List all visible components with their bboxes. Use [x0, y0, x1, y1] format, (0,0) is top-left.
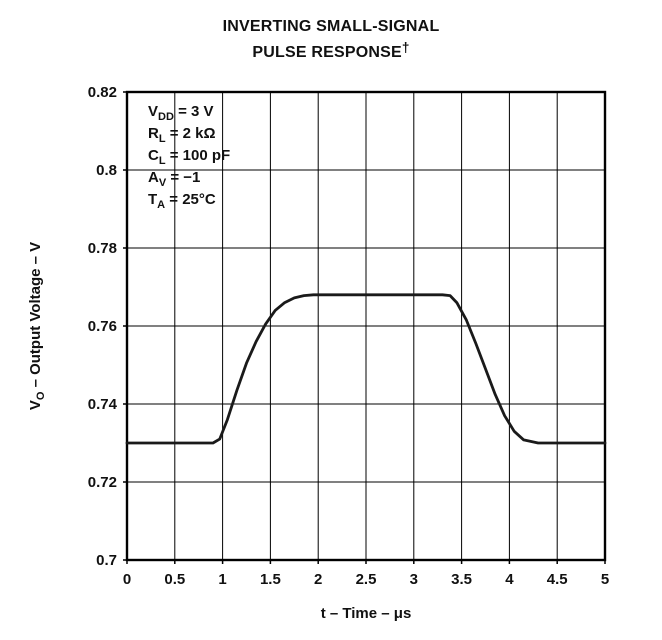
y-tick-label: 0.76 [88, 318, 117, 335]
x-axis-label: t – Time – μs [321, 605, 412, 622]
y-tick-label: 0.78 [88, 240, 117, 257]
x-tick-label: 4 [505, 571, 514, 588]
y-tick-label: 0.7 [96, 552, 117, 569]
response-curve [125, 293, 607, 445]
y-tick-label: 0.82 [88, 84, 117, 101]
condition-label: VDD = 3 V [148, 103, 214, 123]
condition-label: RL = 2 kΩ [148, 125, 216, 145]
y-tick-label: 0.8 [96, 162, 117, 179]
chart-title-line2: PULSE RESPONSE† [252, 40, 410, 61]
condition-label: CL = 100 pF [148, 147, 230, 167]
x-tick-label: 2 [314, 571, 322, 588]
x-tick-label: 1 [218, 571, 226, 588]
x-tick-label: 0.5 [164, 571, 185, 588]
y-axis-label: VO – Output Voltage – V [27, 242, 47, 410]
x-tick-label: 3.5 [451, 571, 472, 588]
x-tick-label: 3 [410, 571, 418, 588]
condition-label: AV = −1 [148, 169, 200, 189]
x-tick-label: 0 [123, 571, 131, 588]
condition-label: TA = 25°C [148, 191, 216, 211]
dagger-mark: † [401, 40, 410, 55]
x-tick-label: 1.5 [260, 571, 281, 588]
x-tick-label: 5 [601, 571, 609, 588]
chart-title-line1: INVERTING SMALL-SIGNAL [222, 18, 440, 35]
x-tick-label: 2.5 [356, 571, 377, 588]
chart-title: INVERTING SMALL-SIGNAL PULSE RESPONSE† [0, 16, 662, 63]
y-tick-label: 0.72 [88, 474, 117, 491]
y-tick-label: 0.74 [88, 396, 118, 413]
x-tick-label: 4.5 [547, 571, 568, 588]
